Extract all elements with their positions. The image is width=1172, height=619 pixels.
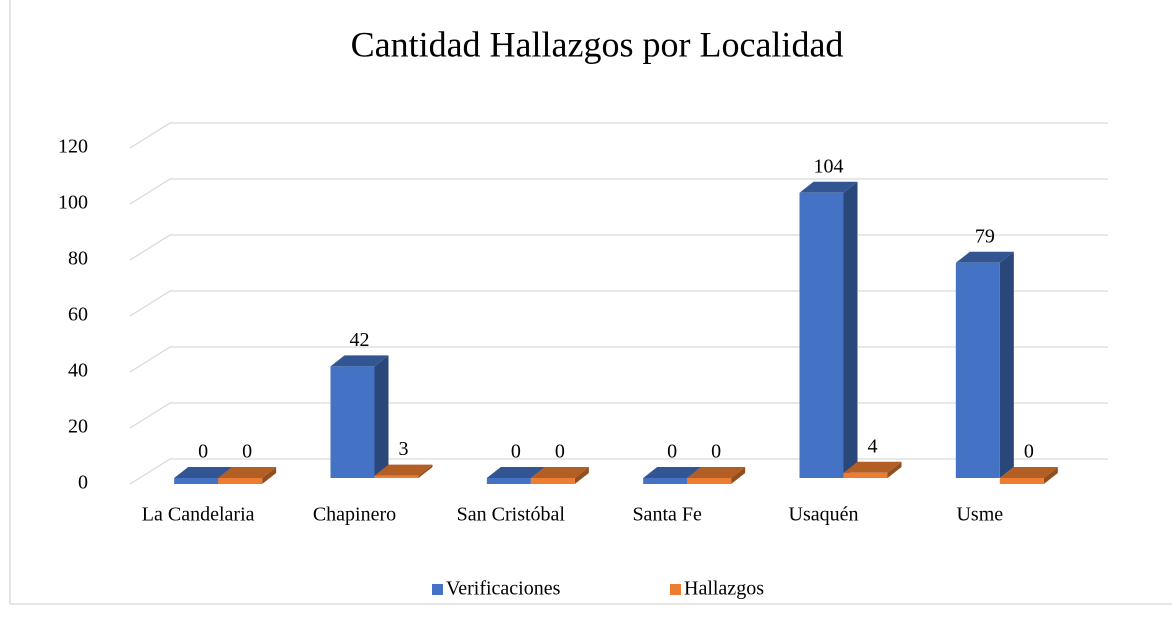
bar-top bbox=[643, 467, 702, 478]
data-label: 0 bbox=[242, 441, 252, 463]
bar-top bbox=[999, 467, 1058, 478]
bar bbox=[687, 478, 732, 484]
x-tick-label: Santa Fe bbox=[632, 504, 702, 526]
bar-top bbox=[486, 467, 545, 478]
data-label: 0 bbox=[667, 441, 677, 463]
bar-top bbox=[799, 181, 858, 193]
x-tick-label: Usme bbox=[956, 504, 1003, 526]
bar bbox=[843, 472, 888, 478]
bar bbox=[999, 478, 1044, 484]
bar bbox=[799, 192, 844, 479]
chart-title: Cantidad Hallazgos por Localidad bbox=[351, 24, 844, 64]
grid-line bbox=[129, 458, 1108, 485]
grid-line bbox=[129, 122, 1108, 149]
y-tick-label: 80 bbox=[68, 248, 88, 270]
data-label: 4 bbox=[868, 435, 878, 457]
data-label: 0 bbox=[555, 441, 565, 463]
grid-line bbox=[129, 234, 1108, 261]
y-tick-label: 20 bbox=[68, 416, 88, 438]
x-tick-label: San Cristóbal bbox=[457, 504, 566, 526]
data-label: 104 bbox=[814, 155, 844, 177]
data-label: 0 bbox=[198, 441, 208, 463]
bar-side bbox=[374, 355, 389, 478]
data-label: 3 bbox=[399, 438, 409, 460]
y-tick-label: 0 bbox=[78, 472, 88, 494]
bar-top bbox=[530, 467, 589, 478]
y-tick-label: 60 bbox=[68, 304, 88, 326]
bar bbox=[530, 478, 575, 484]
grid-line bbox=[129, 290, 1108, 317]
legend-label: Hallazgos bbox=[684, 578, 764, 600]
bar-top bbox=[218, 467, 277, 478]
y-tick-label: 100 bbox=[58, 192, 88, 214]
bar bbox=[218, 478, 263, 484]
bar-top bbox=[330, 355, 389, 367]
bar bbox=[330, 366, 375, 478]
bar-top bbox=[955, 251, 1014, 263]
grid-line bbox=[129, 346, 1108, 373]
grid-line bbox=[129, 402, 1108, 429]
y-tick-label: 40 bbox=[68, 360, 88, 382]
bar-side bbox=[1043, 467, 1058, 484]
bar bbox=[174, 478, 219, 484]
bar bbox=[486, 478, 531, 484]
chart-frame bbox=[9, 0, 1172, 605]
bar-side bbox=[843, 181, 858, 479]
bar bbox=[955, 262, 1000, 478]
data-label: 0 bbox=[511, 441, 521, 463]
bar-side bbox=[418, 464, 433, 478]
grid-line bbox=[129, 178, 1108, 205]
data-label: 79 bbox=[975, 225, 995, 247]
bar-side bbox=[999, 251, 1014, 478]
x-tick-label: Chapinero bbox=[313, 504, 396, 526]
bar-side bbox=[731, 467, 746, 484]
bar-side bbox=[262, 467, 277, 484]
bar-top bbox=[843, 461, 902, 473]
bar-top bbox=[174, 467, 233, 478]
x-tick-label: La Candelaria bbox=[142, 504, 255, 526]
bar-side bbox=[574, 467, 589, 484]
data-label: 0 bbox=[711, 441, 721, 463]
y-tick-label: 120 bbox=[58, 136, 88, 158]
data-label: 42 bbox=[350, 329, 370, 351]
data-label: 0 bbox=[1024, 441, 1034, 463]
bar bbox=[643, 478, 688, 484]
x-tick-label: Usaquén bbox=[789, 504, 859, 526]
legend-label: Verificaciones bbox=[446, 578, 561, 600]
bar-top bbox=[374, 464, 433, 476]
legend-swatch bbox=[432, 584, 443, 595]
bar-top bbox=[687, 467, 746, 478]
bar-side bbox=[887, 461, 902, 478]
legend-swatch bbox=[670, 584, 681, 595]
bar bbox=[374, 475, 419, 478]
